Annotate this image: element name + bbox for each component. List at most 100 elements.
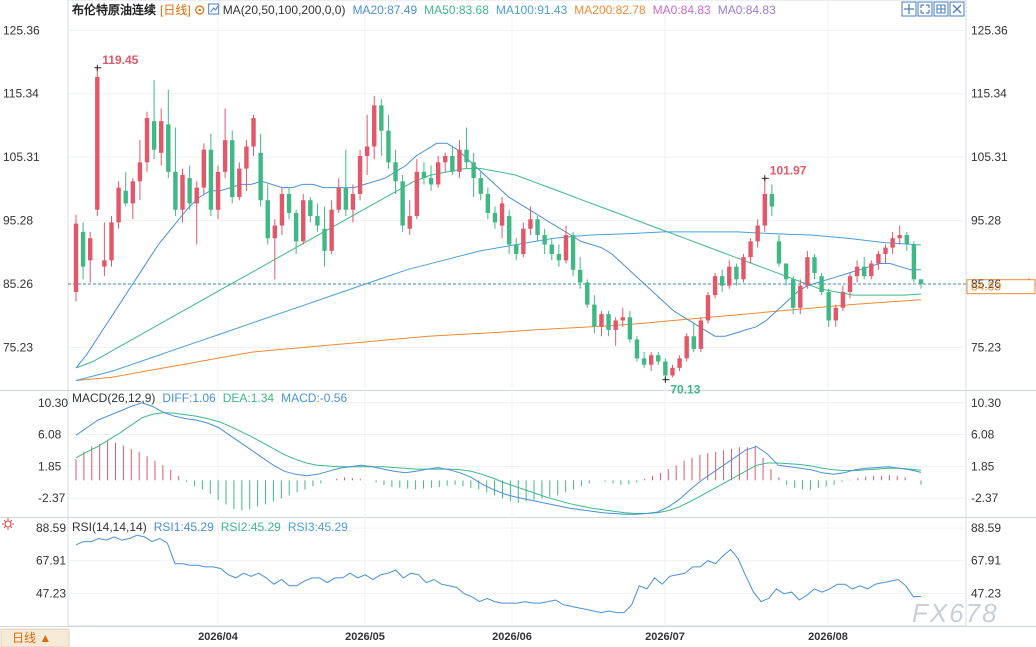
candle [805,250,810,289]
candle [755,219,760,248]
candle-body [492,212,498,223]
candle [563,225,569,264]
fullscreen-icon[interactable] [917,1,933,17]
candle-body [663,361,668,376]
candle [372,95,377,160]
chart-type-glyph [210,5,219,13]
candle [315,203,320,232]
layout-icon[interactable] [933,1,949,17]
candle-body [80,231,86,267]
candle-body [258,152,263,201]
candle [798,279,803,315]
candle-body [656,355,661,362]
candle-body [861,266,867,277]
candle [826,288,831,327]
candle [329,200,334,255]
rsi-axis-label-left: 47.23 [36,586,66,600]
candle-body [748,241,753,258]
candle [677,355,682,372]
ma-price-tag-label: 84.83 [971,280,1001,294]
chart-toolbar [901,1,965,17]
legend-item: MA50:83.68 [424,3,489,17]
candle [137,140,143,201]
x-tick-label: 2026/06 [492,631,532,643]
candle [265,184,270,245]
candle-body [130,181,136,204]
candle-body [585,282,590,305]
candle [208,133,214,217]
candle [691,323,696,353]
candle-body [918,279,924,284]
candle-body [769,193,775,207]
candle [230,130,235,204]
candle-body [244,146,249,169]
candle-body [166,124,171,172]
candle-body [95,76,100,210]
candle-body [762,193,767,226]
candle [670,364,675,378]
extreme-annotation: 101.97 [761,163,807,182]
price-axis-label-left: 95.28 [3,214,33,228]
candle-body [897,235,902,239]
candle-body [719,276,725,286]
price-axis-label-left: 85.26 [3,277,33,291]
candle [435,155,441,188]
candle [627,310,633,343]
candle [151,80,157,160]
chart-type-icon[interactable] [208,3,220,15]
legend-item: RSI(14,14,14) [72,520,147,534]
rsi-panel [75,534,922,614]
candle-body [606,314,611,330]
candlestick-series [73,67,924,380]
period-selector-button[interactable]: 日线 ▲ [0,628,70,647]
candle [762,178,767,232]
candle [897,225,902,245]
candle-body [883,247,888,255]
candle-body [322,228,327,251]
candle-body [180,174,185,210]
candle [861,257,867,280]
candle [187,165,192,210]
candle-body [301,200,306,242]
ma-price-tag [966,279,1036,295]
candle-body [350,193,356,210]
candle-body [833,307,838,321]
x-tick-label: 2026/05 [345,631,385,643]
candle [102,222,107,277]
candle-body [521,228,526,255]
macd-axis-label-left: 6.08 [38,428,62,442]
candle-body [315,216,320,226]
candle-body [187,178,192,204]
candle [819,272,824,296]
candle-body [627,317,633,340]
candle-body [776,241,782,264]
candle-body [599,314,604,327]
candle [471,152,476,198]
close-icon[interactable] [949,1,965,17]
candle [890,231,895,255]
legends: 布伦特原油连续 [日线] MA(20,50,100,200,0,0) MA20:87.… [72,2,776,534]
candle [634,336,640,362]
candle [464,127,469,169]
candle-body [570,235,576,270]
candle-body [911,244,917,280]
candle [592,295,597,334]
candle-body [159,121,164,153]
candle-body [450,155,455,172]
candle [869,260,874,280]
candle-body [556,254,562,261]
candle [279,187,285,236]
candle [428,165,434,191]
candle [222,108,228,179]
candle [80,222,86,280]
candle [705,291,711,324]
period-label: [日线] [160,3,191,17]
price-axis-label-left: 125.36 [3,23,40,37]
candle-body [208,149,214,210]
candle-body [109,222,114,261]
price-axis-label-right: 85.26 [971,277,1001,291]
settings-gear-icon[interactable] [195,5,205,15]
rsi-settings-icon[interactable] [2,518,14,530]
settings-icon[interactable] [901,1,917,17]
